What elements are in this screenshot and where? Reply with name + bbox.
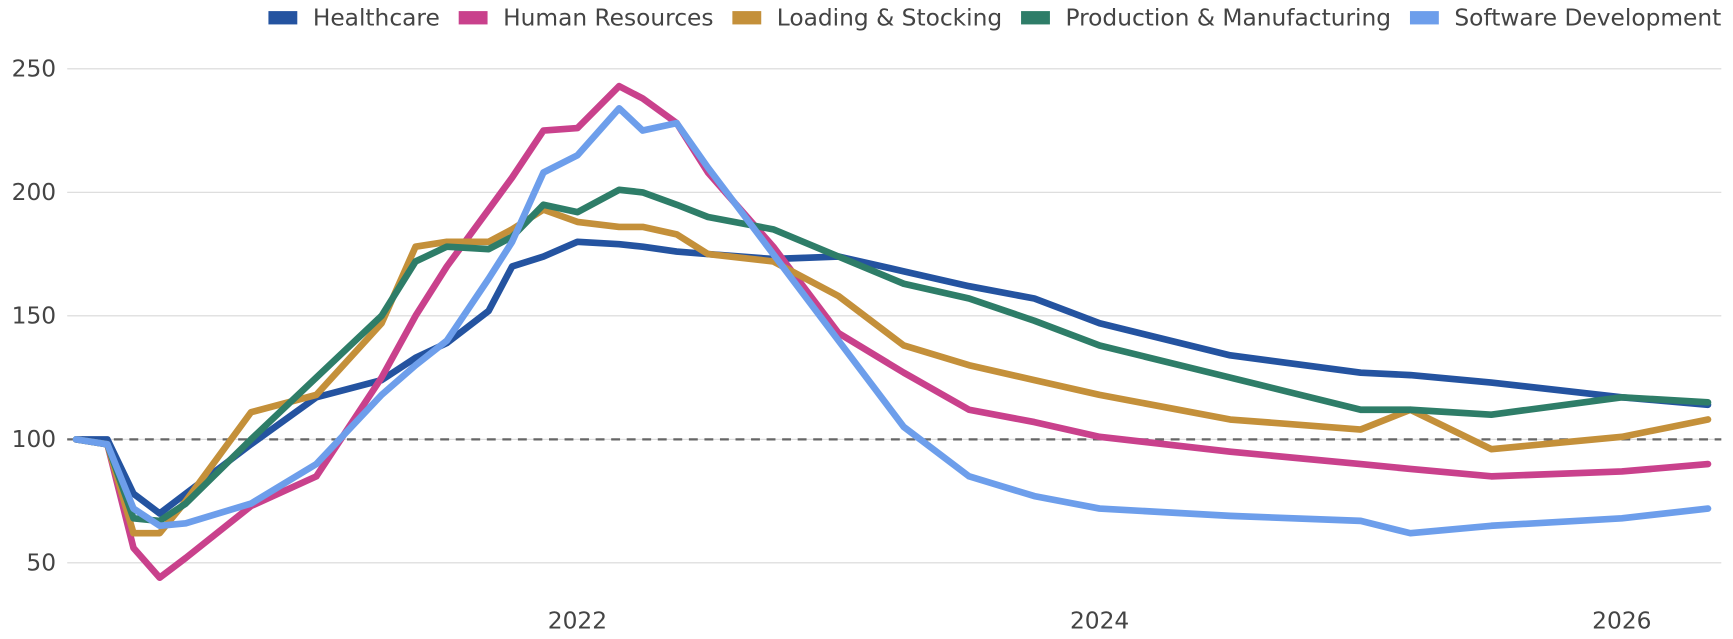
x-tick-label: 2024 (1070, 607, 1129, 634)
y-tick-label: 200 (12, 179, 56, 206)
legend-label: Human Resources (503, 5, 713, 32)
legend-swatch (458, 11, 488, 25)
legend: Software Development Production & Manufac… (268, 5, 1721, 32)
y-tick-label: 50 (26, 550, 56, 577)
y-tick-label: 150 (12, 303, 56, 330)
legend-label: Software Development (1454, 5, 1721, 32)
legend-swatch (1021, 11, 1050, 25)
series-line (72, 105, 1712, 537)
legend-label: Healthcare (313, 5, 440, 32)
series-line (72, 206, 1712, 537)
y-tick-label: 100 (12, 426, 56, 453)
series-line (72, 186, 1712, 525)
legend-swatch (1409, 11, 1439, 25)
legend-label: Loading & Stocking (777, 5, 1002, 32)
legend-label: Production & Manufacturing (1065, 5, 1391, 32)
y-tick-label: 250 (12, 56, 56, 83)
legend-swatch (732, 11, 762, 25)
x-tick-label: 2026 (1592, 607, 1651, 634)
series-line (72, 82, 1712, 582)
legend-swatch (268, 11, 298, 25)
x-tick-label: 2022 (548, 607, 607, 634)
